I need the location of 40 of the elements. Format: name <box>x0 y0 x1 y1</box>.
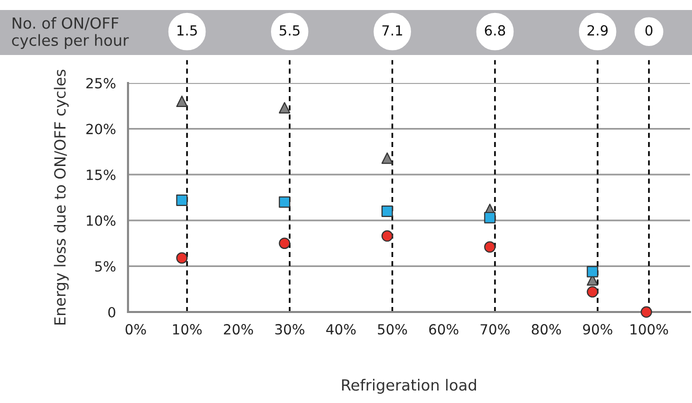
y-tick-label: 10% <box>86 215 116 226</box>
y-axis-title: Energy loss due to ON/OFF cycles <box>54 70 69 325</box>
x-tick-label: 10% <box>173 324 202 335</box>
y-tick-label: 5% <box>95 261 116 272</box>
point <box>176 194 188 206</box>
point <box>278 102 290 114</box>
x-tick-label: 20% <box>224 324 254 335</box>
point <box>381 152 393 164</box>
point <box>381 230 393 242</box>
text: 1.5 <box>178 25 197 36</box>
point <box>176 252 188 264</box>
point <box>381 206 393 217</box>
text: 5.5 <box>280 25 300 36</box>
x-tick-label: 100% <box>630 324 668 335</box>
y-tick-label: 20% <box>86 124 116 134</box>
point <box>640 306 652 318</box>
point <box>278 196 290 208</box>
point <box>586 266 598 278</box>
x-tick-label: 90% <box>583 324 612 335</box>
point <box>278 238 290 250</box>
text: 7.1 <box>382 25 402 36</box>
x-axis-title: Refrigeration load <box>342 378 476 394</box>
x-tick-label: 80% <box>532 324 561 335</box>
x-tick-label: 0% <box>126 324 146 335</box>
point <box>586 286 598 298</box>
y-tick-label: 25% <box>86 78 116 88</box>
text: No. of ON/OFF cycles per hour <box>12 17 129 49</box>
y-tick-label: 0 <box>108 306 116 318</box>
text: 0 <box>645 25 652 36</box>
text: 6.8 <box>484 25 506 36</box>
x-tick-label: 60% <box>429 324 458 335</box>
point <box>484 212 496 224</box>
x-tick-label: 30% <box>275 324 304 335</box>
x-tick-label: 70% <box>480 324 510 335</box>
point <box>484 241 496 253</box>
text: 2.9 <box>588 25 608 36</box>
y-tick-label: 15% <box>86 170 116 180</box>
x-tick-label: 40% <box>326 324 356 335</box>
x-tick-label: 50% <box>378 324 407 335</box>
point <box>176 96 188 108</box>
